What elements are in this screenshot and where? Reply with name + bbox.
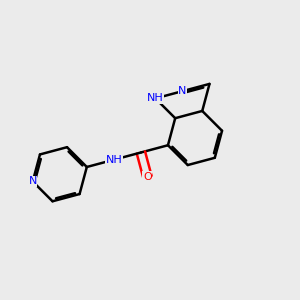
Text: N: N bbox=[28, 176, 37, 187]
Text: N: N bbox=[178, 86, 187, 96]
Text: O: O bbox=[143, 172, 152, 182]
Text: NH: NH bbox=[106, 155, 122, 165]
Text: NH: NH bbox=[147, 93, 164, 103]
